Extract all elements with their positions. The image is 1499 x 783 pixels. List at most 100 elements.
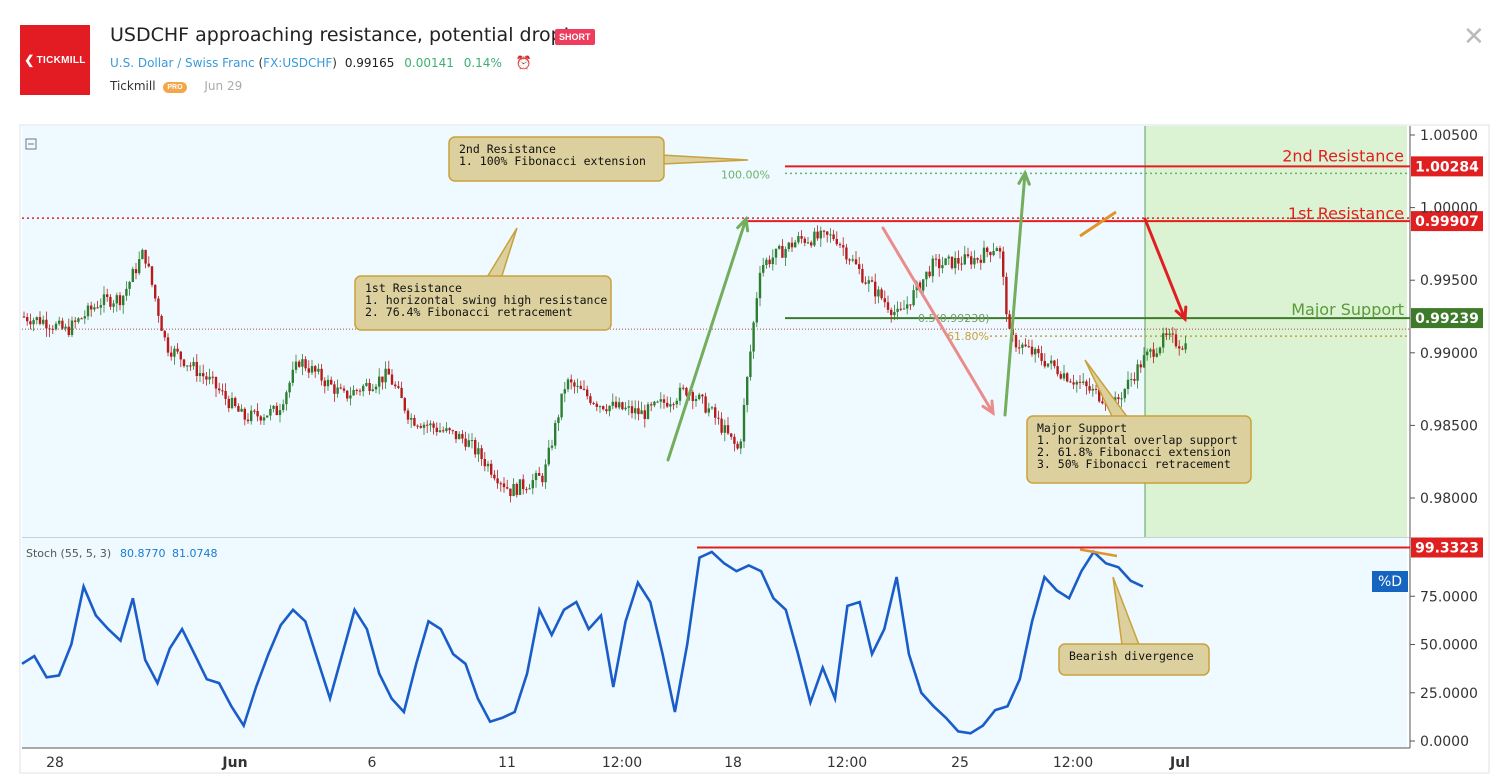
chart-background [19, 124, 1490, 774]
candle-body [714, 407, 717, 418]
candle-body [1075, 381, 1078, 385]
symbol-code-link[interactable]: FX:USDCHF [263, 56, 333, 70]
candle-body [1053, 360, 1056, 367]
candle-body [307, 368, 310, 373]
candle-body [419, 426, 422, 428]
time-tick-label: 18 [724, 755, 742, 771]
candle-body [656, 401, 659, 403]
fib-100-label: 100.00% [721, 168, 770, 181]
candle-body [109, 296, 112, 307]
candle-body [45, 319, 48, 329]
candle-body [515, 483, 518, 495]
candle-body [698, 394, 701, 400]
candle-body [458, 433, 461, 440]
stoch-line [21, 549, 1144, 735]
candle-body [1046, 363, 1050, 367]
candle-body [758, 272, 762, 299]
candle-body [246, 419, 250, 422]
chart-frame [19, 124, 1490, 774]
projected-drop-arrow [1143, 217, 1187, 321]
up-swing-arrow-2-head [1017, 169, 1031, 186]
candle-body [576, 385, 579, 387]
candle-body [947, 256, 950, 259]
publish-date: Jun 29 [204, 79, 243, 93]
stoch-pane-background [22, 538, 1407, 748]
candle-body [499, 483, 502, 485]
candle-body [326, 379, 330, 387]
candle-body [374, 386, 378, 390]
time-tick-label: Jun [221, 755, 247, 771]
candle-body [205, 376, 208, 380]
candle-body [742, 404, 746, 442]
candle-body [794, 242, 797, 248]
candle-body [640, 410, 643, 415]
price-tick-label: 0.99000 [1420, 346, 1478, 362]
candle-body [518, 479, 522, 495]
candle-body [163, 330, 166, 338]
candle-body [218, 388, 221, 391]
candle-body [678, 387, 682, 401]
candle-body [960, 263, 963, 265]
candle-body [672, 404, 675, 406]
candle-body [166, 337, 170, 353]
candle-body [563, 389, 566, 394]
candle-body [394, 384, 397, 387]
candle-body [301, 359, 304, 367]
candle-body [502, 483, 506, 488]
stoch-series-tag-label: %D [1378, 574, 1402, 590]
candle-body [675, 400, 678, 405]
candle-body [922, 279, 925, 291]
candle-body [358, 390, 362, 392]
candle-body [291, 369, 294, 383]
candle-body [243, 408, 246, 420]
candle-body [451, 430, 454, 432]
price-tag-label: 0.99907 [1415, 214, 1479, 230]
collapse-icon[interactable] [25, 138, 37, 150]
candle-body [112, 303, 115, 307]
candle-body [954, 257, 957, 269]
candle-body [445, 428, 448, 432]
candle-body [608, 405, 611, 412]
candle-body [1094, 388, 1098, 390]
candle-body [682, 387, 685, 389]
symbol-name-link[interactable]: U.S. Dollar / Swiss Franc [110, 56, 255, 70]
candle-body [858, 264, 861, 270]
candle-body [592, 402, 595, 404]
candle-body [723, 425, 726, 433]
author-name[interactable]: Tickmill [110, 79, 156, 93]
major-support-callout-text: 1. horizontal overlap support [1037, 433, 1238, 447]
candle-body [1098, 389, 1101, 402]
candle-body [1117, 397, 1120, 400]
candle-body [278, 410, 282, 416]
candle-body [320, 368, 323, 381]
candle-body [426, 424, 429, 426]
candle-body [198, 373, 202, 376]
resistance-2-callout-text: 2nd Resistance [459, 142, 556, 156]
candle-body [973, 258, 976, 265]
close-icon[interactable]: ✕ [1463, 22, 1485, 52]
symbol-change: 0.00141 [404, 56, 454, 70]
up-swing-arrow-1-head [736, 215, 750, 233]
candle-body [733, 436, 736, 444]
major-support-callout-text: 3. 50% Fibonacci retracement [1037, 457, 1231, 471]
candle-body [595, 403, 598, 407]
bearish-divergence-callout-box [1058, 643, 1210, 676]
candle-body [624, 407, 627, 410]
candle-body [224, 390, 227, 399]
candle-body [893, 311, 896, 316]
candle-body [61, 320, 64, 329]
candle-body [886, 302, 890, 310]
candle-body [1002, 251, 1005, 277]
time-tick-label: 12:00 [1053, 755, 1093, 771]
candle-body [765, 259, 768, 266]
fib-50-label: 0.5(0.99238) [918, 312, 990, 325]
add-alert-icon[interactable]: ⏰ [515, 56, 532, 71]
candle-body [957, 257, 960, 264]
candle-body [1178, 346, 1181, 349]
candle-body [317, 368, 320, 372]
candle-body [909, 304, 912, 306]
candle-body [778, 245, 781, 249]
candle-body [173, 348, 176, 357]
candle-body [627, 406, 630, 408]
logo-text: TICKMILL [36, 54, 86, 66]
